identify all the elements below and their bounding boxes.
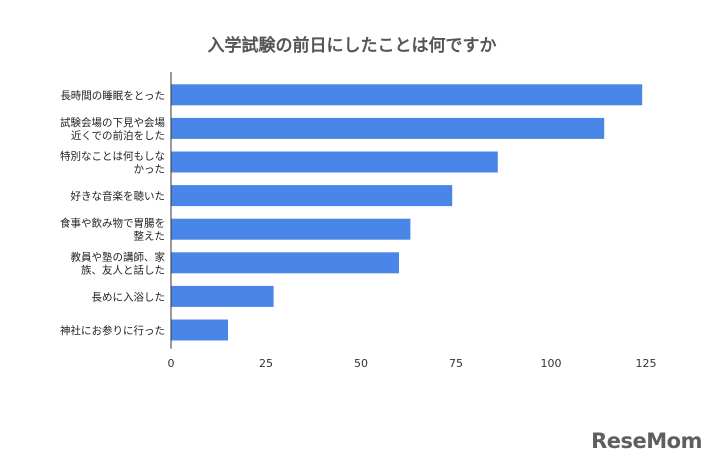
x-tick-label-1: 0 — [168, 357, 175, 370]
x-tick-label-3: 50 — [354, 357, 368, 370]
bar-4 — [171, 185, 453, 207]
x-tick-label-6: 125 — [636, 357, 657, 370]
category-label-4: 好きな音楽を聴いた — [71, 190, 166, 203]
bar-3 — [171, 151, 498, 173]
category-label-2-line-2: 近くでの前泊をした — [71, 129, 165, 142]
x-tick-label-4: 75 — [449, 357, 463, 370]
category-label-5-line-1: 食事や飲み物で胃腸を — [60, 217, 165, 230]
x-tick-label-5: 100 — [541, 357, 562, 370]
x-tick-label-2: 25 — [259, 357, 273, 370]
category-label-2-line-1: 試験会場の下見や会場 — [60, 116, 165, 129]
category-label-1: 長時間の睡眠をとった — [60, 89, 165, 102]
category-label-6-line-1: 教員や塾の講師、家 — [71, 250, 166, 263]
chart-title: 入学試験の前日にしたことは何ですか — [208, 35, 497, 56]
bar-8 — [171, 319, 228, 341]
category-label-3-line-1: 特別なことは何もしな — [60, 150, 165, 163]
category-label-5-line-2: 整えた — [134, 230, 166, 243]
plot-area: 長時間の睡眠をとった試験会場の下見や会場近くでの前泊をした特別なことは何もしなか… — [60, 72, 657, 370]
bar-1 — [171, 84, 643, 106]
category-label-6-line-2: 族、友人と話した — [81, 263, 165, 276]
category-label-7: 長めに入浴した — [92, 291, 166, 303]
bar-6 — [171, 252, 399, 274]
bar-7 — [171, 285, 274, 307]
category-label-8: 神社にお参りに行った — [60, 324, 165, 337]
bar-5 — [171, 218, 411, 240]
bar-2 — [171, 117, 605, 139]
category-label-3-line-2: かった — [134, 164, 166, 176]
watermark-logo: ReseMom — [591, 429, 702, 453]
watermark-text: ReseMom — [591, 429, 702, 453]
